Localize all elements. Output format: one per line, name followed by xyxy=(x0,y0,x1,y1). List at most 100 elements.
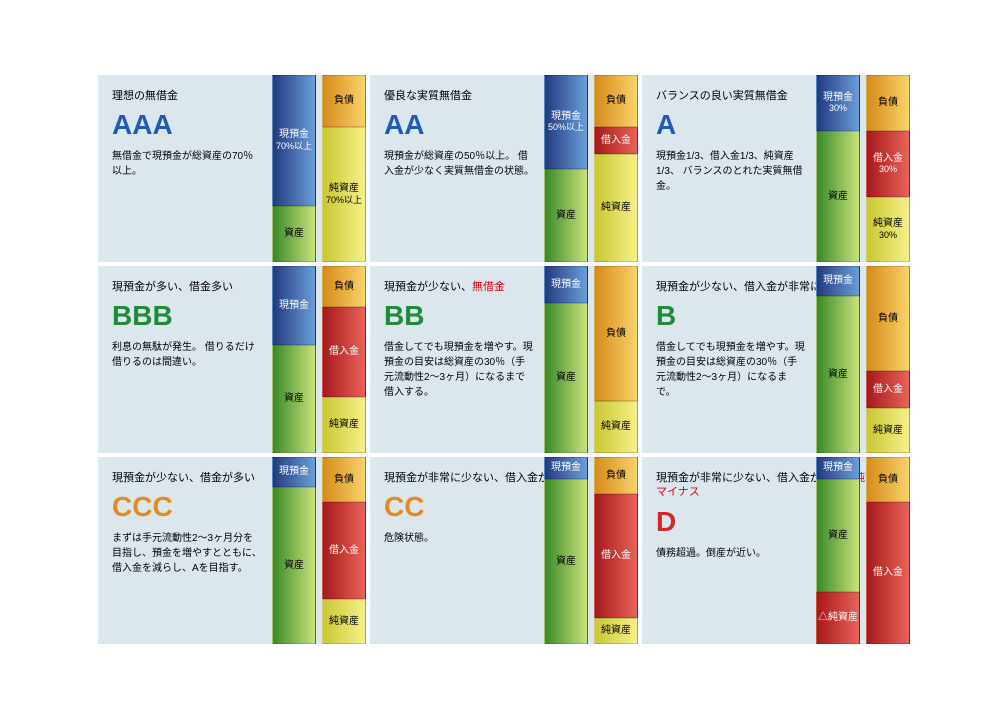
liabilities-column: 負債借入金純資産 xyxy=(322,266,366,453)
seg-label: 負債 xyxy=(606,328,626,340)
seg-label: 借入金 xyxy=(873,153,903,165)
balance-chart: 現預金資産 負債純資産 xyxy=(544,266,638,453)
seg-cash: 現預金 xyxy=(816,457,860,479)
seg-label: 借入金 xyxy=(873,567,903,579)
seg-assets: 資産 xyxy=(816,296,860,453)
seg-label: △純資産 xyxy=(818,612,858,624)
seg-label: 負債 xyxy=(878,97,898,109)
seg-label: 現預金 xyxy=(551,462,581,474)
card-desc: 借金してでも現預金を増やす。現預金の目安は総資産の30％（手元流動性2〜3ヶ月）… xyxy=(384,340,534,400)
seg-cash: 現預金30% xyxy=(816,75,860,131)
card-desc: まずは手元流動性2〜3ヶ月分を目指し、預金を増やすとともに、借入金を減らし、Aを… xyxy=(112,531,262,576)
seg-liab: 負債 xyxy=(866,266,910,371)
seg-label: 資産 xyxy=(556,372,576,384)
seg-equity: 純資産 xyxy=(594,154,638,262)
card-BBB: 現預金が多い、借金多いBBB利息の無駄が発生。 借りるだけ借りるのは間違い。現預… xyxy=(98,266,366,453)
balance-chart: 現預金資産 負債借入金純資産 xyxy=(816,266,910,453)
balance-chart: 現預金資産負債借入金純資産 xyxy=(272,266,366,453)
seg-label: 純資産 xyxy=(329,419,359,431)
seg-debt: 借入金 xyxy=(322,502,366,599)
seg-assets: 資産 xyxy=(816,479,860,591)
assets-column: 現預金50%以上資産 xyxy=(544,75,588,262)
seg-liab: 負債 xyxy=(594,266,638,401)
seg-sublabel: 70%以上 xyxy=(326,196,362,206)
card-desc: 借金してでも現預金を増やす。現預金の目安は総資産の30％（手元流動性2〜3ヶ月）… xyxy=(656,340,806,400)
seg-debt: 借入金 xyxy=(594,127,638,153)
seg-cash: 現預金 xyxy=(544,457,588,479)
seg-sublabel: 30% xyxy=(879,231,897,241)
seg-assets: 資産 xyxy=(272,345,316,453)
seg-label: 負債 xyxy=(334,95,354,107)
seg-equity: 純資産 xyxy=(322,397,366,453)
seg-sublabel: 70%以上 xyxy=(276,142,312,152)
seg-label: 純資産 xyxy=(601,202,631,214)
seg-debt: 借入金 xyxy=(866,502,910,644)
card-BB: 現預金が少ない、無借金BB借金してでも現預金を増やす。現預金の目安は総資産の30… xyxy=(370,266,638,453)
card-desc: 現預金1/3、借入金1/3、純資産1/3、 バランスのとれた実質無借金。 xyxy=(656,149,806,194)
seg-equity: 純資産 xyxy=(594,618,638,644)
card-desc: 利息の無駄が発生。 借りるだけ借りるのは間違い。 xyxy=(112,340,262,370)
seg-label: 借入金 xyxy=(329,545,359,557)
assets-column: 現預金資産 xyxy=(544,266,588,453)
seg-assets: 資産 xyxy=(544,479,588,644)
seg-label: 資産 xyxy=(556,556,576,568)
liabilities-column: 負債純資産70%以上 xyxy=(322,75,366,262)
assets-column: 現預金資産 xyxy=(272,266,316,453)
seg-liab: 負債 xyxy=(594,457,638,494)
seg-label: 負債 xyxy=(606,470,626,482)
seg-label: 純資産 xyxy=(329,616,359,628)
liabilities-column: 負債借入金純資産 xyxy=(594,457,638,644)
seg-cash: 現預金50%以上 xyxy=(544,75,588,169)
seg-cash: 現預金 xyxy=(544,266,588,303)
card-A: バランスの良い実質無借金A現預金1/3、借入金1/3、純資産1/3、 バランスの… xyxy=(642,75,910,262)
seg-label: 資産 xyxy=(828,191,848,203)
balance-chart: 現預金資産△純資産負債借入金 xyxy=(816,457,910,644)
seg-label: 現預金 xyxy=(279,300,309,312)
card-AAA: 理想の無借金AAA無借金で現預金が総資産の70％以上。現預金70%以上資産負債純… xyxy=(98,75,366,262)
seg-label: 現預金 xyxy=(823,275,853,287)
seg-label: 純資産 xyxy=(601,421,631,433)
seg-sublabel: 30% xyxy=(829,104,847,114)
seg-label: 資産 xyxy=(556,210,576,222)
card-D: 現預金が非常に少ない、借入金が多い、純資産マイナスD債務超過。倒産が近い。現預金… xyxy=(642,457,910,644)
seg-label: 現預金 xyxy=(551,111,581,123)
seg-assets: 資産 xyxy=(544,169,588,263)
seg-label: 現預金 xyxy=(551,279,581,291)
seg-label: 資産 xyxy=(284,228,304,240)
seg-label: 純資産 xyxy=(873,425,903,437)
liabilities-column: 負債借入金 xyxy=(866,457,910,644)
balance-chart: 現預金資産 負債借入金純資産 xyxy=(272,457,366,644)
seg-liab: 負債 xyxy=(322,266,366,307)
card-AA: 優良な実質無借金AA現預金が総資産の50％以上。 借入金が少なく実質無借金の状態… xyxy=(370,75,638,262)
seg-label: 資産 xyxy=(828,369,848,381)
liabilities-column: 負債借入金純資産 xyxy=(866,266,910,453)
assets-column: 現預金資産 △純資産 xyxy=(816,457,860,644)
seg-debt: 借入金 xyxy=(322,307,366,397)
seg-sublabel: 30% xyxy=(879,165,897,175)
seg-label: 借入金 xyxy=(329,346,359,358)
seg-label: 借入金 xyxy=(873,384,903,396)
seg-liab: 負債 xyxy=(594,75,638,127)
seg-label: 現預金 xyxy=(279,466,309,478)
seg-assets: 資産 xyxy=(272,206,316,262)
seg-liab: 負債 xyxy=(866,75,910,131)
card-desc: 現預金が総資産の50％以上。 借入金が少なく実質無借金の状態。 xyxy=(384,149,534,179)
seg-label: 負債 xyxy=(878,474,898,486)
seg-label: 負債 xyxy=(878,313,898,325)
assets-column: 現預金30% 資産 xyxy=(816,75,860,262)
seg-label: 負債 xyxy=(334,474,354,486)
balance-chart: 現預金50%以上資産負債借入金純資産 xyxy=(544,75,638,262)
assets-column: 現預金70%以上資産 xyxy=(272,75,316,262)
seg-label: 現預金 xyxy=(279,129,309,141)
balance-chart: 現預金30%資産負債借入金30%純資産30% xyxy=(816,75,910,262)
liabilities-column: 負債借入金30%純資産30% xyxy=(866,75,910,262)
seg-cash: 現預金 xyxy=(272,457,316,487)
seg-neg_equity: △純資産 xyxy=(816,592,860,644)
card-CC: 現預金が非常に少ない、借入金が多いCC危険状態。現預金資産負債借入金純資産 xyxy=(370,457,638,644)
assets-column: 現預金資産 xyxy=(272,457,316,644)
seg-equity: 純資産 xyxy=(866,408,910,453)
seg-debt: 借入金 xyxy=(594,494,638,617)
card-desc: 債務超過。倒産が近い。 xyxy=(656,546,806,561)
liabilities-column: 負債借入金純資産 xyxy=(594,75,638,262)
seg-assets: 資産 xyxy=(544,303,588,453)
